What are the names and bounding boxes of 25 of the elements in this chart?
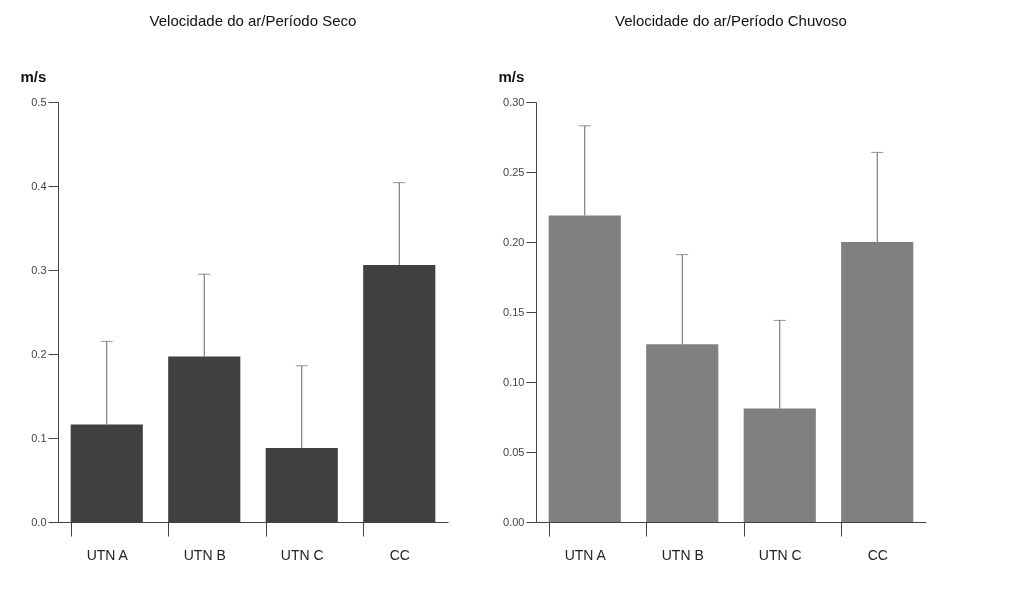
- x-tick-label: UTN B: [661, 546, 704, 563]
- x-tick-label: UTN B: [183, 546, 226, 563]
- chart-title: Velocidade do ar/Período Chuvoso: [615, 12, 847, 29]
- y-tick-label: 0.10: [503, 375, 525, 388]
- x-tick-label: CC: [389, 546, 410, 563]
- y-tick-label: 0.2: [31, 347, 47, 360]
- y-tick-label: 0.25: [503, 165, 525, 178]
- y-tick-label: 0.5: [31, 95, 47, 108]
- x-tick-label: UTN C: [280, 546, 324, 563]
- y-tick-label: 0.30: [503, 95, 525, 108]
- y-tick-label: 0.1: [31, 431, 47, 444]
- x-tick-label: UTN A: [86, 546, 129, 563]
- y-axis-title: m/s: [20, 67, 47, 85]
- x-tick-label: UTN C: [758, 546, 802, 563]
- y-axis-title: m/s: [498, 67, 525, 85]
- chart-title: Velocidade do ar/Período Seco: [149, 12, 357, 29]
- y-tick-label: 0.05: [503, 445, 525, 458]
- x-tick-label: UTN A: [564, 546, 607, 563]
- y-tick-label: 0.15: [503, 305, 525, 318]
- y-tick-label: 0.20: [503, 235, 525, 248]
- y-tick-label: 0.3: [31, 263, 47, 276]
- x-tick-label: CC: [867, 546, 888, 563]
- y-tick-label: 0.00: [503, 515, 525, 528]
- y-tick-label: 0.4: [31, 179, 47, 192]
- y-tick-label: 0.0: [31, 515, 47, 528]
